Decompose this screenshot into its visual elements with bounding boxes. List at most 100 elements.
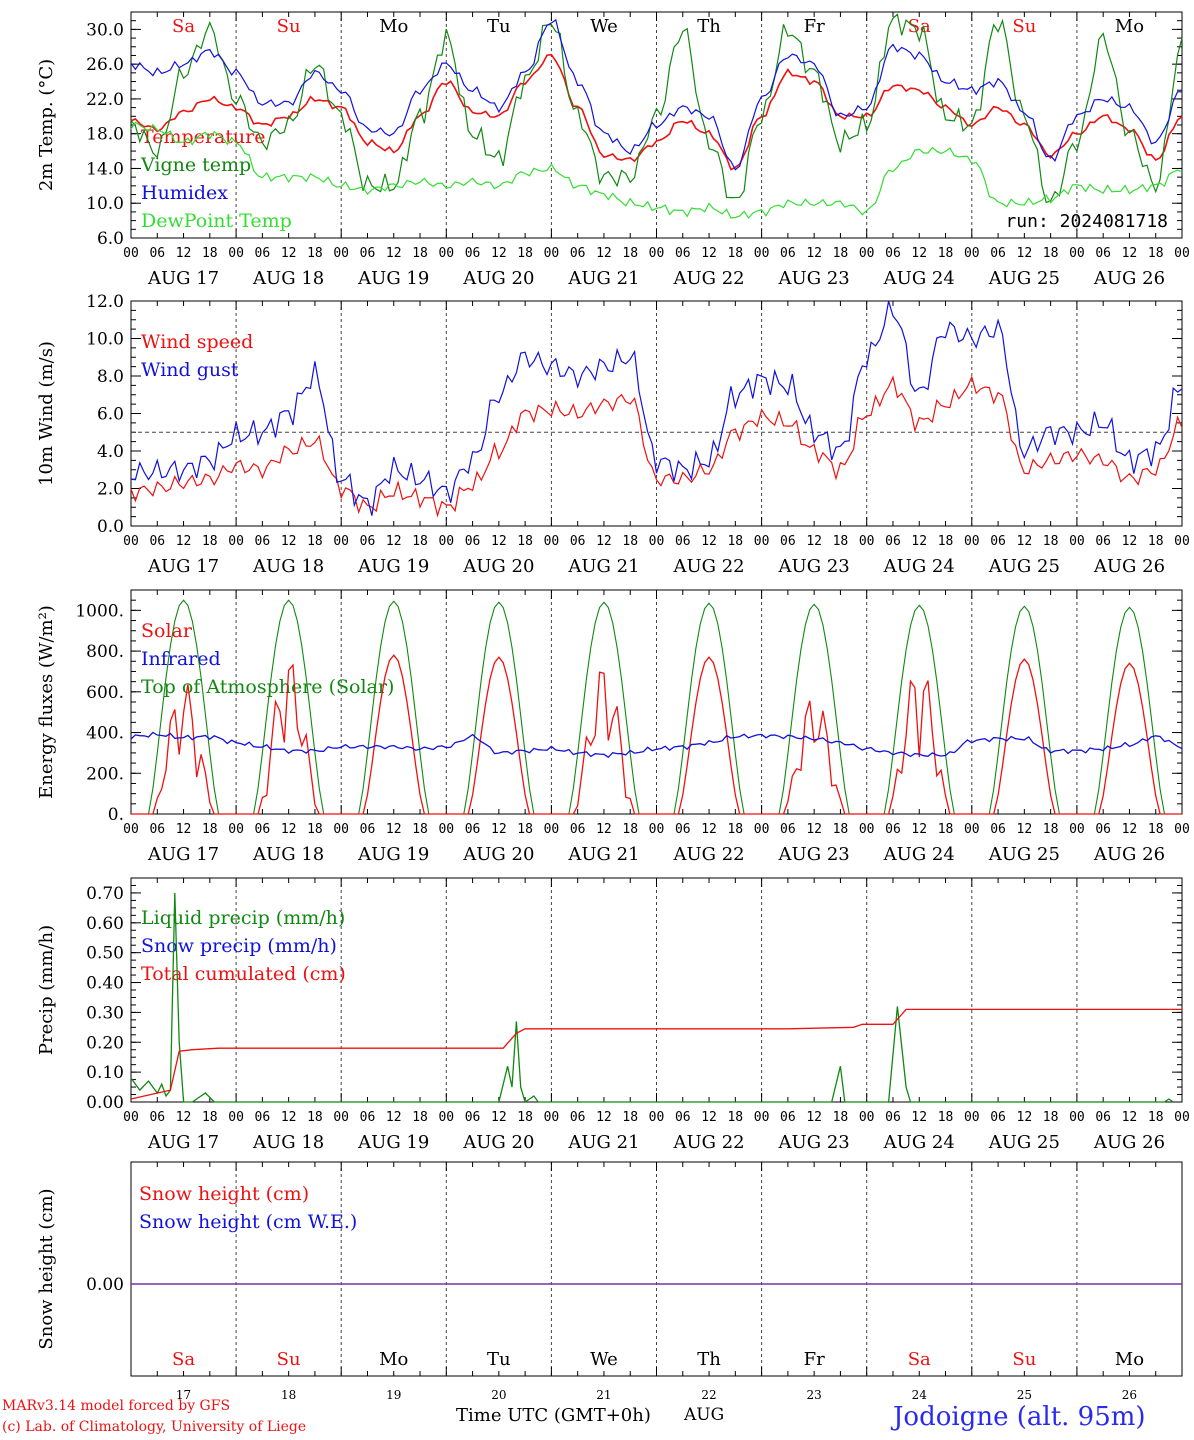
x-tick-label: 06 [780,534,796,549]
x-tick-label: 06 [360,246,376,261]
day-label: AUG 19 [357,268,429,289]
legend-entry: Snow precip (mm/h) [141,935,337,957]
x-tick-label: 12 [806,822,822,837]
x-tick-label: 18 [727,822,743,837]
x-tick-label: 00 [1069,246,1085,261]
x-tick-label: 00 [964,534,980,549]
day-label: AUG 20 [462,556,534,577]
x-tick-label: 06 [885,246,901,261]
x-tick-label: 18 [412,822,428,837]
x-tick-label: 00 [964,822,980,837]
weekday-label: Mo [379,1349,408,1370]
day-label: AUG 19 [357,1132,429,1153]
x-tick-label: 06 [255,534,271,549]
legend-entry: Vigne temp [140,154,251,176]
x-tick-label: 18 [517,534,533,549]
x-tick-label: 06 [1095,534,1111,549]
x-tick-label: 00 [859,1110,875,1125]
x-tick-label: 12 [1017,246,1033,261]
x-tick-label: 00 [228,822,244,837]
x-tick-label: 18 [622,1110,638,1125]
x-axis-label: Time UTC (GMT+0h) [456,1405,651,1426]
x-tick-label: 18 [517,246,533,261]
x-tick-label: 18 [1148,246,1164,261]
day-label: AUG 23 [778,556,850,577]
x-tick-label: 12 [701,534,717,549]
weekday-label: Fr [804,16,825,37]
x-tick-label: 18 [202,822,218,837]
x-tick-label: 06 [149,534,165,549]
x-tick-label: 06 [990,822,1006,837]
series-line-dewpoint-temp [130,121,1183,219]
day-label: AUG 25 [988,844,1060,865]
x-tick-label: 06 [780,246,796,261]
panel-frame [130,300,1183,527]
y-axis-label: Snow height (cm) [36,1188,57,1349]
y-tick-label: 6.0 [97,405,124,425]
day-number-label: 17 [176,1388,191,1402]
y-tick-label: 2.0 [97,480,124,500]
day-label: AUG 25 [988,556,1060,577]
day-label: AUG 22 [672,844,744,865]
day-label: AUG 18 [252,268,324,289]
x-tick-label: 12 [386,1110,402,1125]
x-tick-label: 18 [307,822,323,837]
y-tick-label: 18.0 [86,125,124,145]
weekday-label: We [590,16,618,37]
weekday-label: Su [277,1349,301,1370]
x-tick-label: 18 [833,822,849,837]
x-tick-label: 06 [570,822,586,837]
legend-entry: DewPoint Temp [141,210,292,232]
x-tick-label: 06 [360,822,376,837]
x-tick-label: 12 [596,1110,612,1125]
x-tick-label: 06 [149,246,165,261]
series-line-temperature [130,53,1183,171]
x-tick-label: 00 [964,1110,980,1125]
x-tick-label: 06 [149,822,165,837]
legend-entry: Humidex [141,182,228,204]
x-tick-label: 12 [491,1110,507,1125]
weekday-label: Sa [172,1349,195,1370]
x-tick-label: 12 [701,822,717,837]
x-tick-label: 00 [123,246,139,261]
day-label: AUG 18 [252,556,324,577]
legend-entry: Top of Atmosphere (Solar) [141,676,394,698]
x-tick-label: 18 [1043,822,1059,837]
x-tick-label: 06 [570,246,586,261]
x-tick-label: 00 [123,1110,139,1125]
x-tick-label: 12 [491,822,507,837]
x-tick-label: 00 [964,246,980,261]
x-tick-label: 06 [570,534,586,549]
panel-frame [130,589,1183,815]
y-tick-label: 1000. [75,601,124,621]
x-tick-label: 00 [649,534,665,549]
x-tick-label: 00 [859,822,875,837]
legend-entry: Infrared [141,648,221,670]
x-tick-label: 12 [596,534,612,549]
series-line-solar [131,654,1182,815]
y-tick-label: 0.10 [86,1063,124,1083]
x-tick-label: 18 [833,1110,849,1125]
x-tick-label: 18 [622,822,638,837]
x-tick-label: 18 [412,534,428,549]
y-tick-label: 0.30 [86,1003,124,1023]
y-axis-label: Energy fluxes (W/m²) [36,605,57,799]
day-label: AUG 18 [252,1132,324,1153]
x-tick-label: 00 [544,246,560,261]
x-tick-label: 06 [465,246,481,261]
x-tick-label: 06 [675,822,691,837]
x-tick-label: 00 [438,534,454,549]
day-label: AUG 23 [778,1132,850,1153]
y-tick-label: 4.0 [97,442,124,462]
x-tick-label: 18 [202,246,218,261]
x-tick-label: 00 [1069,822,1085,837]
x-tick-label: 12 [1017,1110,1033,1125]
x-tick-label: 06 [1095,1110,1111,1125]
x-tick-label: 00 [1069,1110,1085,1125]
x-tick-label: 00 [754,1110,770,1125]
day-number-label: 20 [491,1388,506,1402]
y-tick-label: 0.00 [86,1275,124,1295]
x-tick-label: 18 [202,534,218,549]
x-tick-label: 12 [911,246,927,261]
day-label: AUG 23 [778,268,850,289]
